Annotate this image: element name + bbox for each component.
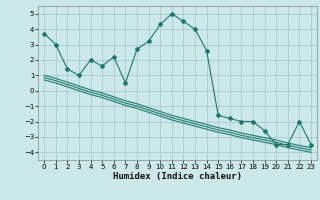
X-axis label: Humidex (Indice chaleur): Humidex (Indice chaleur) [113, 172, 242, 181]
